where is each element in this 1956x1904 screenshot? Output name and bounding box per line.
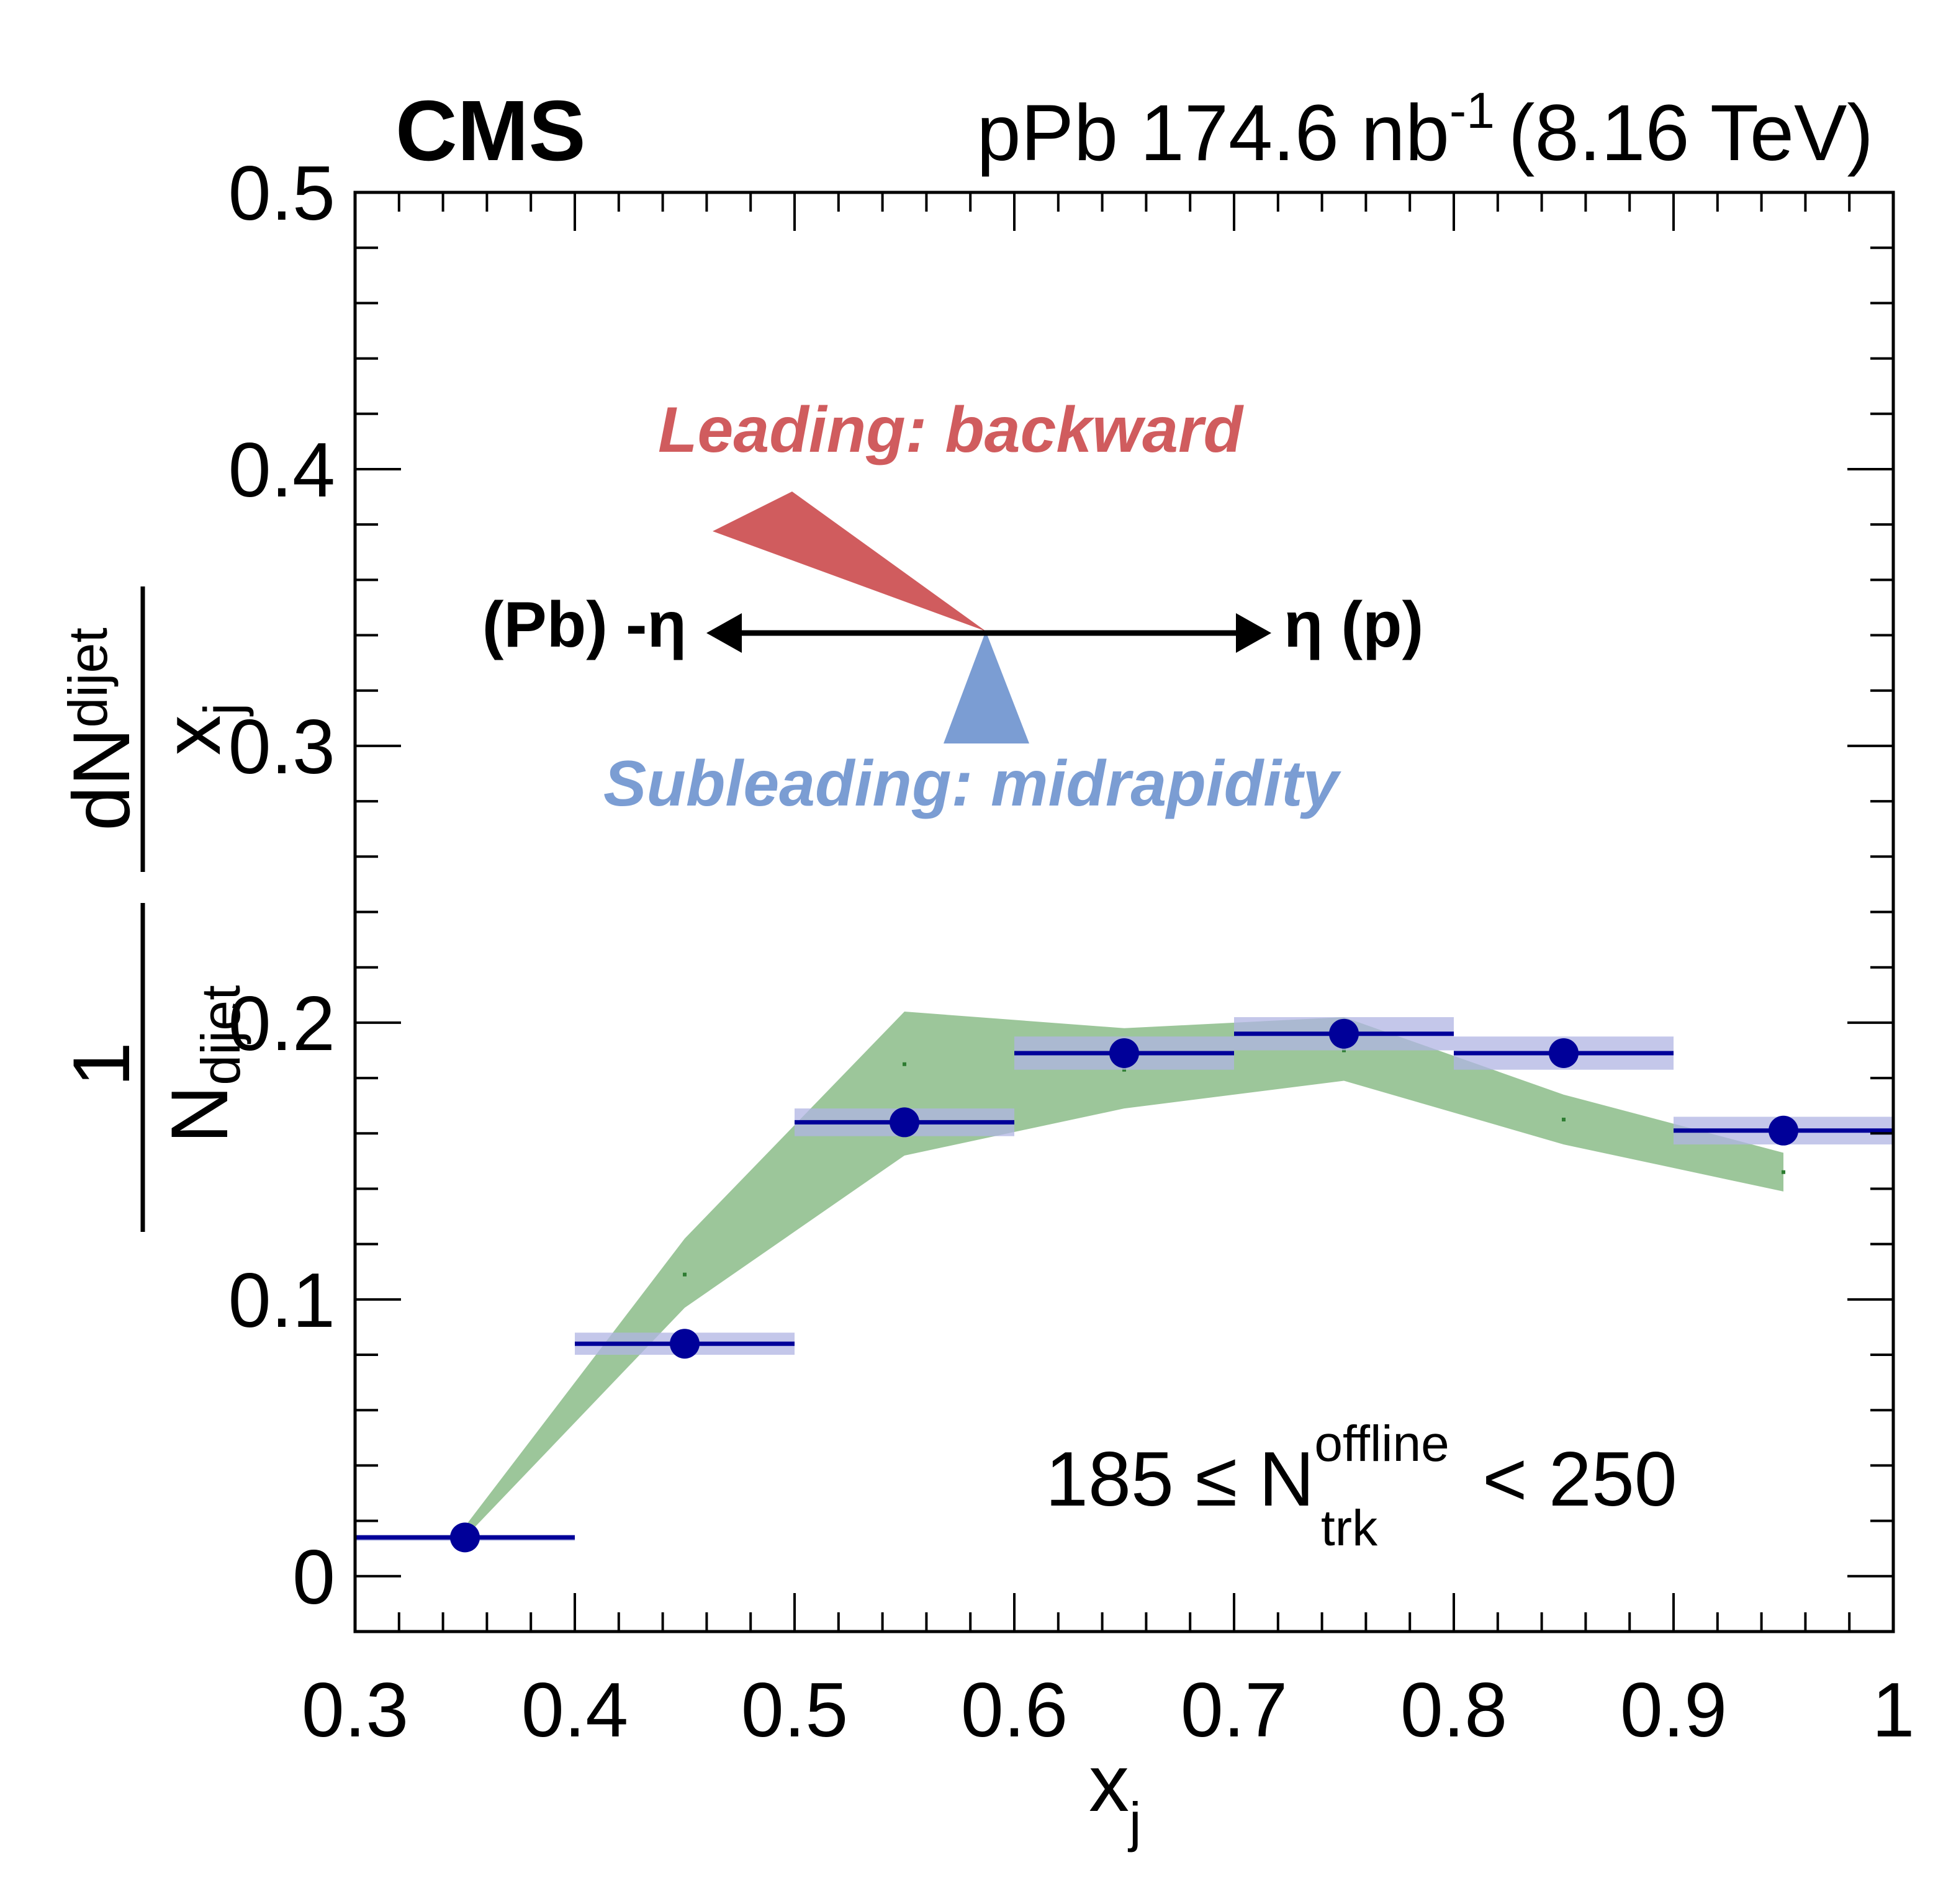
subleading-jet-wedge (944, 631, 1029, 743)
x-tick-label: 0.4 (521, 1668, 628, 1753)
y-title-ndijet: Ndijet (154, 985, 251, 1143)
left-direction-label: (Pb) -η (482, 589, 687, 661)
y-tick-label: 0.1 (228, 1258, 335, 1344)
experiment-label: CMS (395, 83, 586, 179)
y-title-xj-main: x (146, 715, 237, 755)
data-point (890, 1107, 919, 1138)
selection-sup: offline (1314, 1416, 1449, 1472)
tick-layer: 0.3 0.4 0.5 0.6 0.7 0.8 0.9 1 0 0.1 0.2 0.3 0.4 0.5 (228, 151, 1915, 1753)
data-point (1769, 1115, 1798, 1146)
y-title-one: 1 (56, 1042, 146, 1087)
x-tick-label: 0.8 (1400, 1668, 1507, 1753)
energy-label: (8.16 TeV) (1508, 89, 1873, 177)
model-central-point (1562, 1117, 1566, 1121)
lumi-exponent: -1 (1449, 83, 1495, 139)
y-axis-title: 1 Ndijet dNdijet xj (56, 586, 254, 1232)
lumi-prefix: pPb 174.6 nb (976, 89, 1449, 177)
x-tick-label: 0.9 (1620, 1668, 1727, 1753)
x-tick-label: 0.6 (961, 1668, 1068, 1753)
data-point (1549, 1038, 1579, 1068)
x-tick-label: 0.5 (741, 1668, 848, 1753)
data-point (450, 1522, 480, 1553)
data-point (670, 1329, 700, 1359)
y-title-ndijet-main: N (154, 1085, 245, 1144)
x-tick-label: 0.3 (302, 1668, 408, 1753)
model-central-point (1782, 1170, 1785, 1174)
subleading-label: Subleading: midrapidity (603, 748, 1342, 820)
x-axis-title-main: x (1089, 1738, 1129, 1828)
selection-low: 185 ≤ N (1045, 1437, 1314, 1522)
selection-high: < 250 (1482, 1437, 1677, 1522)
leading-label: Leading: backward (658, 394, 1244, 466)
y-tick-label: 0.4 (228, 428, 335, 513)
model-band (465, 1012, 1783, 1538)
selection-label: 185 ≤ Noffline trk < 250 (1045, 1416, 1677, 1556)
luminosity-label: pPb 174.6 nb-1 (8.16 TeV) (976, 83, 1873, 177)
y-tick-label: 0.3 (228, 704, 335, 790)
data-layer (355, 1017, 1893, 1553)
x-axis-title: xj (1089, 1738, 1142, 1852)
model-central-point (683, 1272, 687, 1277)
x-tick-label: 0.7 (1181, 1668, 1287, 1753)
y-tick-label: 0 (292, 1535, 335, 1620)
selection-sub: trk (1321, 1500, 1378, 1556)
y-tick-label: 0.5 (228, 151, 335, 236)
right-arrow-icon (1236, 613, 1271, 653)
y-title-xj: xj (146, 703, 254, 756)
y-title-dn: dNdijet (56, 627, 146, 831)
x-axis-title-sub: j (1127, 1791, 1142, 1852)
data-point (1329, 1018, 1359, 1049)
leading-jet-wedge (713, 492, 986, 631)
right-direction-label: η (p) (1284, 589, 1423, 661)
left-arrow-icon (706, 613, 742, 653)
x-tick-label: 1 (1872, 1668, 1915, 1753)
y-title-dn-main: dN (56, 728, 146, 831)
y-tick-label: 0.2 (228, 981, 335, 1067)
data-point (1109, 1038, 1139, 1068)
orientation-diagram: Leading: backward Subleading: midrapidit… (482, 394, 1423, 820)
y-title-ndijet-sub: dijet (190, 985, 251, 1085)
y-title-dn-sub: dijet (57, 627, 119, 727)
model-central-point (903, 1062, 906, 1066)
y-title-xj-sub: j (192, 703, 254, 717)
